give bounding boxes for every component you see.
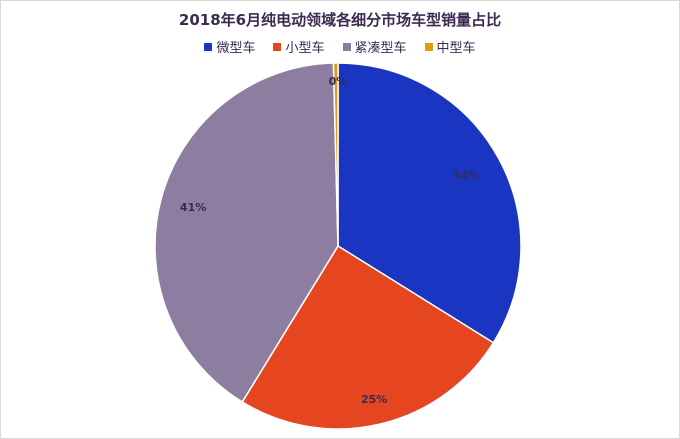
legend-swatch-midsize xyxy=(424,42,433,51)
legend-label-micro: 微型车 xyxy=(216,41,256,56)
legend-swatch-small xyxy=(273,42,282,51)
pie-slice-micro xyxy=(337,62,522,344)
legend-label-compact: 紧凑型车 xyxy=(354,41,407,56)
legend-label-midsize: 中型车 xyxy=(436,41,476,56)
legend-item-micro: 微型车 xyxy=(204,37,255,56)
legend-label-small: 小型车 xyxy=(285,41,325,56)
data-label-midsize: 0% xyxy=(329,75,348,88)
pie-slice-midsize xyxy=(332,62,339,247)
legend-item-compact: 紧凑型车 xyxy=(342,37,407,56)
legend-item-small: 小型车 xyxy=(273,37,325,56)
pie-slice-small xyxy=(241,244,495,430)
chart-legend: 微型车 小型车 紧凑型车 中型车 xyxy=(0,37,680,56)
chart-title: 2018年6月纯电动领域各细分市场车型销量占比 xyxy=(178,11,502,29)
legend-swatch-micro xyxy=(204,42,213,51)
data-label-compact: 41% xyxy=(180,201,206,214)
data-label-small: 25% xyxy=(361,393,387,406)
legend-swatch-compact xyxy=(342,42,351,51)
legend-item-midsize: 中型车 xyxy=(424,37,476,56)
pie-slice-compact xyxy=(154,62,339,403)
data-label-micro: 34% xyxy=(453,169,479,182)
